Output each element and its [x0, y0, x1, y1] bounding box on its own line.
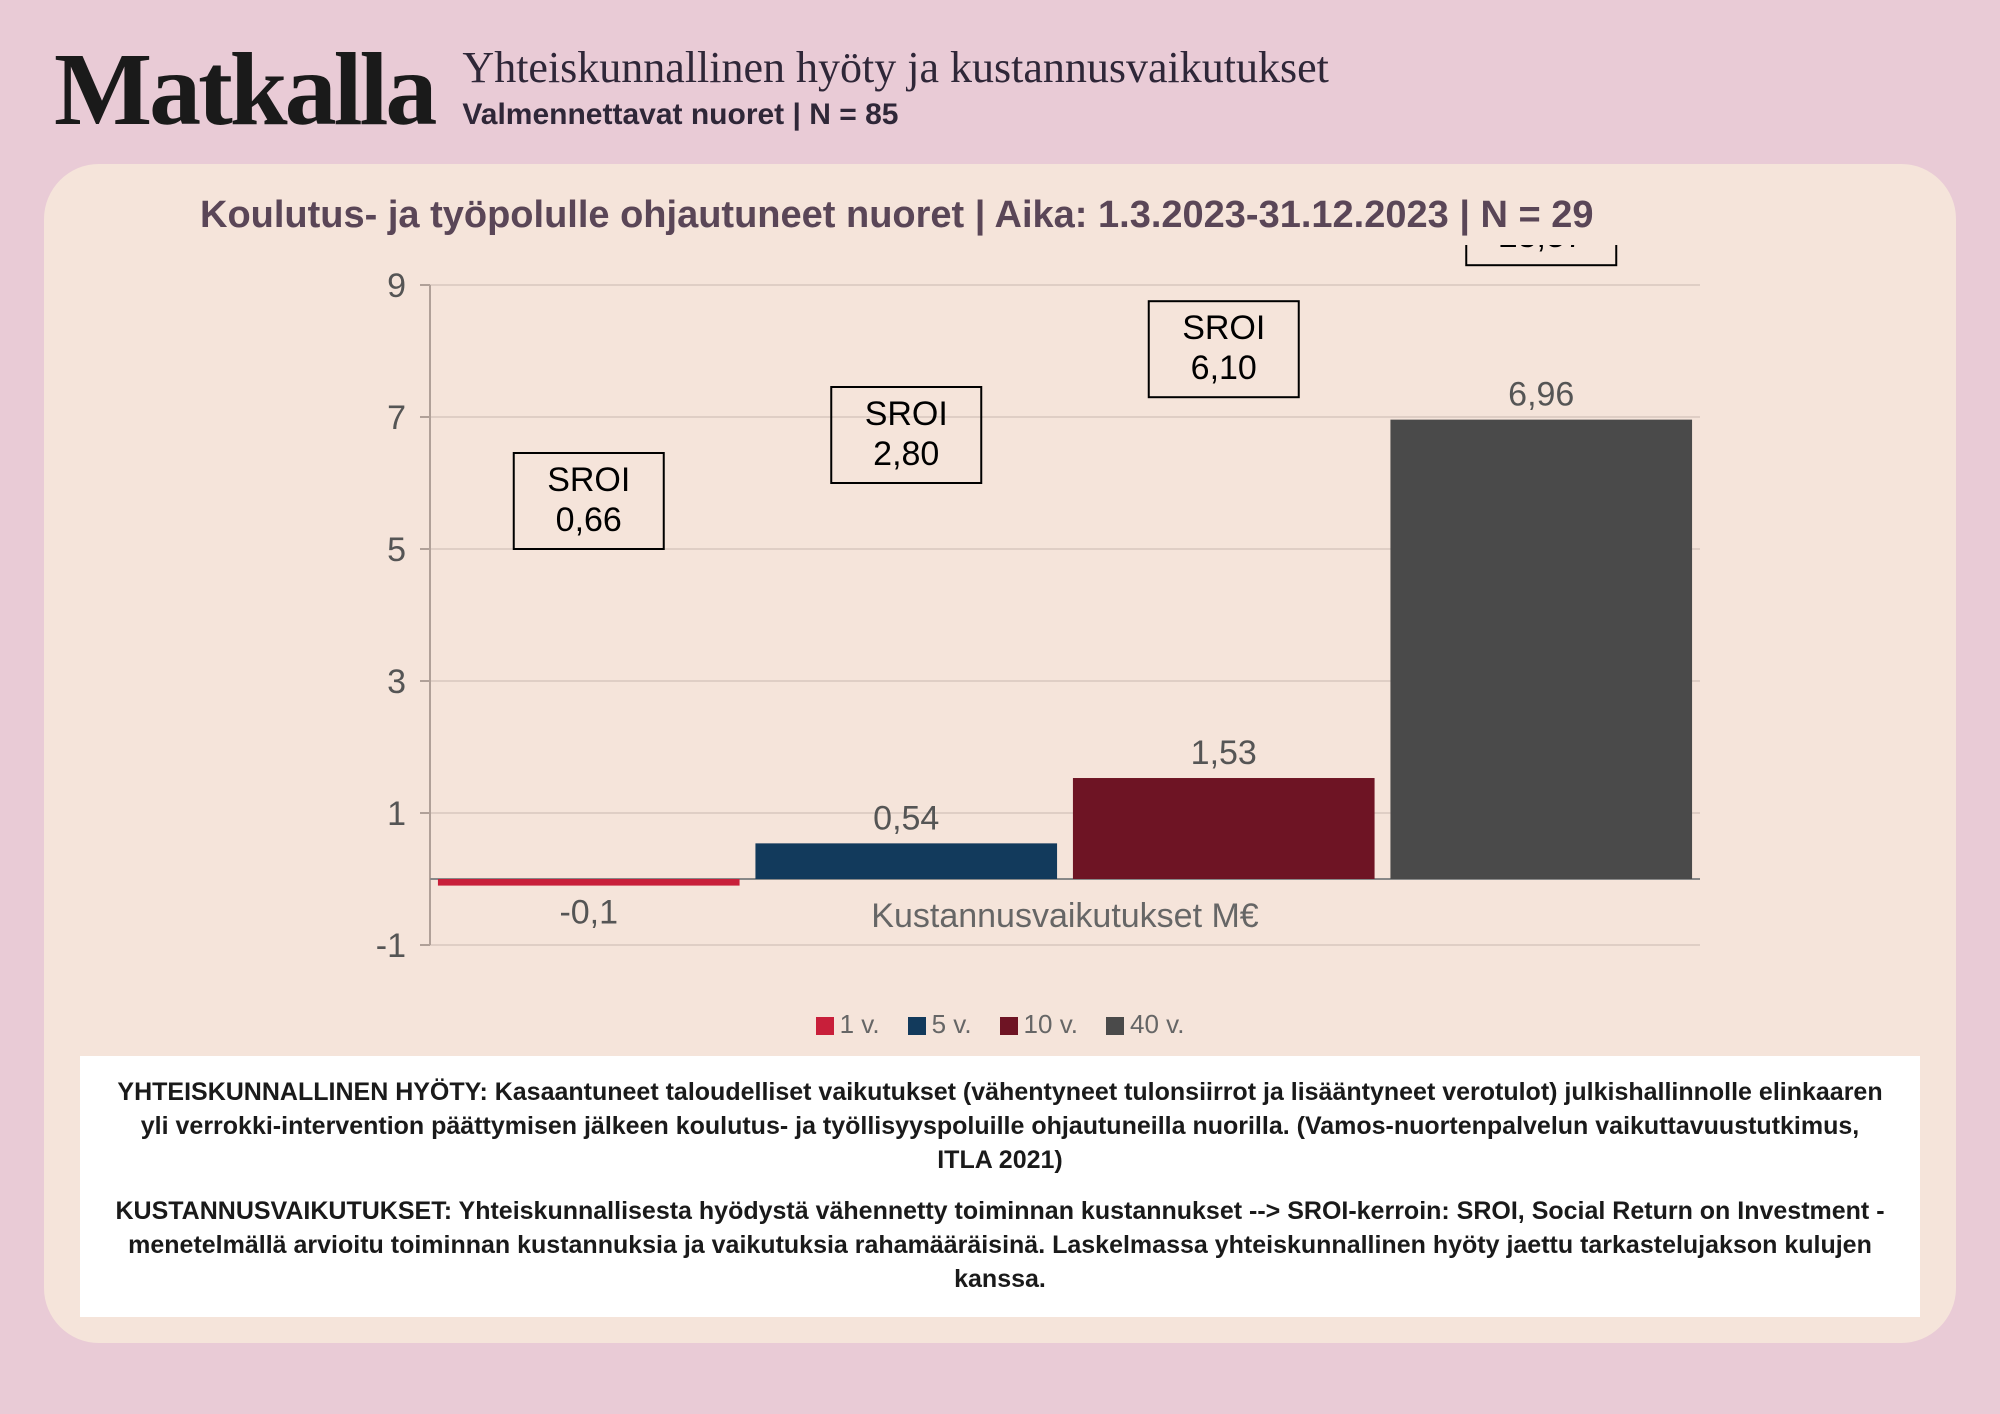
svg-text:2,80: 2,80: [873, 435, 939, 473]
svg-text:3: 3: [387, 663, 406, 701]
brand-title: Matkalla: [54, 38, 434, 142]
svg-text:5: 5: [387, 531, 406, 569]
header-subtitle: Yhteiskunnallinen hyöty ja kustannusvaik…: [462, 44, 1328, 92]
header: Matkalla Yhteiskunnallinen hyöty ja kust…: [44, 38, 1956, 142]
legend-swatch: [908, 1017, 926, 1035]
svg-text:9: 9: [387, 267, 406, 305]
legend-swatch: [1106, 1017, 1124, 1035]
legend-item: 5 v.: [908, 1009, 972, 1039]
svg-text:1: 1: [387, 795, 406, 833]
chart-svg: -113579-0,1SROI0,660,54SROI2,801,53SROI6…: [200, 245, 1800, 1005]
description-block: YHTEISKUNNALLINEN HYÖTY: Kasaantuneet ta…: [80, 1056, 1920, 1317]
header-texts: Yhteiskunnallinen hyöty ja kustannusvaik…: [462, 38, 1328, 132]
description-1: YHTEISKUNNALLINEN HYÖTY: Kasaantuneet ta…: [110, 1076, 1890, 1177]
svg-text:6,96: 6,96: [1508, 376, 1574, 414]
svg-text:-0,1: -0,1: [559, 894, 618, 932]
legend-item: 1 v.: [816, 1009, 880, 1039]
svg-text:-1: -1: [376, 927, 406, 965]
header-subline: Valmennettavat nuoret | N = 85: [462, 98, 1328, 132]
svg-text:0,66: 0,66: [556, 501, 622, 539]
svg-text:SROI: SROI: [1182, 309, 1265, 347]
description-2: KUSTANNUSVAIKUTUKSET: Yhteiskunnallisest…: [110, 1195, 1890, 1296]
legend: 1 v. 5 v. 10 v. 40 v.: [80, 1009, 1920, 1040]
svg-text:SROI: SROI: [547, 461, 630, 499]
svg-text:SROI: SROI: [865, 395, 948, 433]
svg-text:6,10: 6,10: [1191, 349, 1257, 387]
legend-item: 40 v.: [1106, 1009, 1184, 1039]
main-panel: Koulutus- ja työpolulle ohjautuneet nuor…: [44, 164, 1956, 1343]
svg-text:23,87: 23,87: [1499, 245, 1584, 255]
svg-text:1,53: 1,53: [1191, 734, 1257, 772]
svg-text:0,54: 0,54: [873, 799, 939, 837]
panel-title: Koulutus- ja työpolulle ohjautuneet nuor…: [80, 194, 1920, 237]
svg-text:7: 7: [387, 399, 406, 437]
legend-item: 10 v.: [1000, 1009, 1078, 1039]
svg-text:Kustannusvaikutukset M€: Kustannusvaikutukset M€: [871, 897, 1259, 935]
legend-swatch: [1000, 1017, 1018, 1035]
legend-swatch: [816, 1017, 834, 1035]
bar-chart: -113579-0,1SROI0,660,54SROI2,801,53SROI6…: [200, 245, 1800, 1005]
